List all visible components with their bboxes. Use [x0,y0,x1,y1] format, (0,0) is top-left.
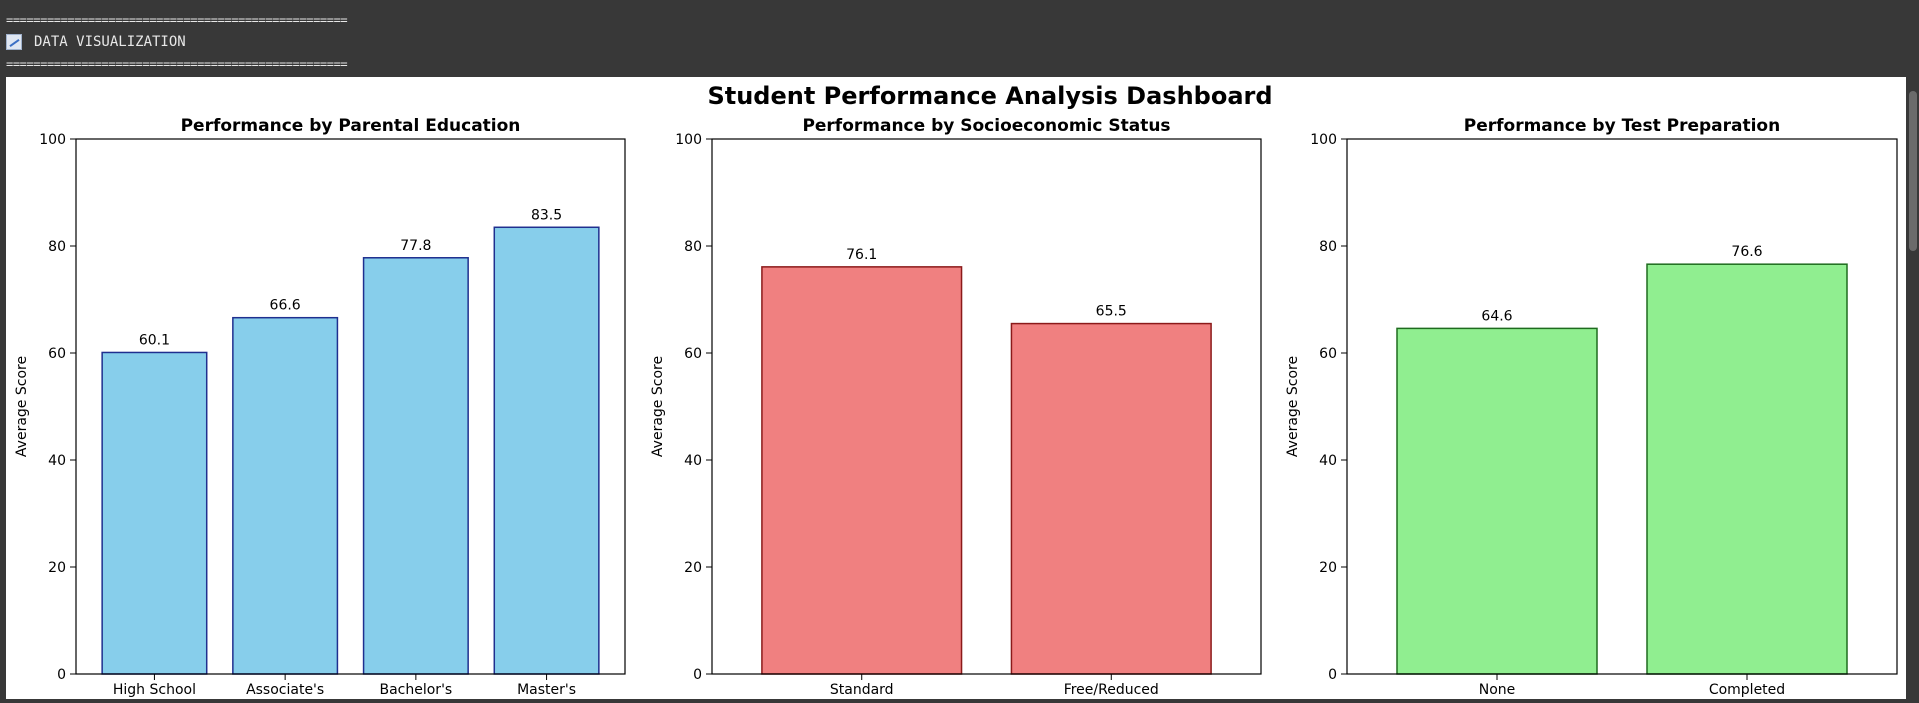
scrollbar-thumb[interactable] [1909,91,1917,251]
charts-group: Performance by Parental Education Average… [14,116,1898,698]
y-tick-label: 60 [1319,346,1337,362]
dashboard-figure: Student Performance Analysis Dashboard P… [14,82,1898,698]
console-title: DATA VISUALIZATION [34,34,186,50]
y-tick-label: 100 [39,132,66,148]
bar-value-label: 66.6 [270,298,301,314]
y-tick-label: 0 [693,667,702,683]
y-tick-label: 20 [1319,560,1337,576]
bar [232,316,339,675]
bar-value-label: 64.6 [1481,308,1512,324]
chart-icon [6,34,22,50]
dashboard-title: Student Performance Analysis Dashboard [707,82,1272,110]
y-axis-label: Average Score [14,356,30,457]
console-output-header: ========================================… [0,0,1919,77]
y-tick-label: 60 [48,346,66,362]
y-tick-label: 80 [48,239,66,255]
bar-value-label: 83.5 [531,207,562,223]
output-scrollbar[interactable] [1906,77,1919,699]
bar [101,351,208,675]
bar [1646,263,1848,675]
y-tick-label: 40 [48,453,66,469]
bar [1010,322,1212,675]
axes-frame [1346,138,1898,675]
x-tick-label: None [1479,682,1516,698]
separator-line-top: ========================================… [6,13,348,27]
y-tick-label: 80 [1319,239,1337,255]
bar-value-label: 76.6 [1731,244,1762,260]
chart-title: Performance by Test Preparation [1464,116,1780,136]
y-tick-label: 80 [684,239,702,255]
y-tick-label: 40 [684,453,702,469]
figure-output: Student Performance Analysis Dashboard P… [6,77,1906,699]
y-axis-label: Average Score [1285,356,1301,457]
bar-value-label: 76.1 [846,247,877,263]
axes-frame [75,138,626,675]
bar-value-label: 77.8 [400,238,431,254]
separator-line-bottom: ========================================… [6,57,348,71]
x-tick-label: Completed [1709,682,1785,698]
x-tick-label: Associate's [246,682,324,698]
y-tick-label: 0 [57,667,66,683]
x-tick-label: Bachelor's [379,682,452,698]
bar-value-label: 65.5 [1096,304,1127,320]
y-tick-label: 0 [1328,667,1337,683]
y-tick-label: 40 [1319,453,1337,469]
y-tick-label: 20 [684,560,702,576]
chart-title: Performance by Parental Education [181,116,521,136]
chart-title: Performance by Socioeconomic Status [802,116,1170,136]
bar [362,257,469,675]
bar [493,226,600,675]
chart-3: Performance by Test Preparation Average S… [1285,116,1898,698]
y-tick-label: 100 [675,132,702,148]
chart-1: Performance by Parental Education Average… [14,116,626,698]
chart-2: Performance by Socioeconomic Status Avera… [650,116,1262,698]
y-tick-label: 20 [48,560,66,576]
console-title-row: DATA VISUALIZATION [6,34,186,50]
y-axis-label: Average Score [650,356,666,457]
x-tick-label: Master's [517,682,576,698]
bar [761,266,963,675]
axes-frame [711,138,1262,675]
bar [1396,327,1598,675]
y-tick-label: 60 [684,346,702,362]
y-tick-label: 100 [1310,132,1337,148]
x-tick-label: High School [113,682,196,698]
bar-value-label: 60.1 [139,332,170,348]
x-tick-label: Standard [830,682,894,698]
x-tick-label: Free/Reduced [1064,682,1159,698]
